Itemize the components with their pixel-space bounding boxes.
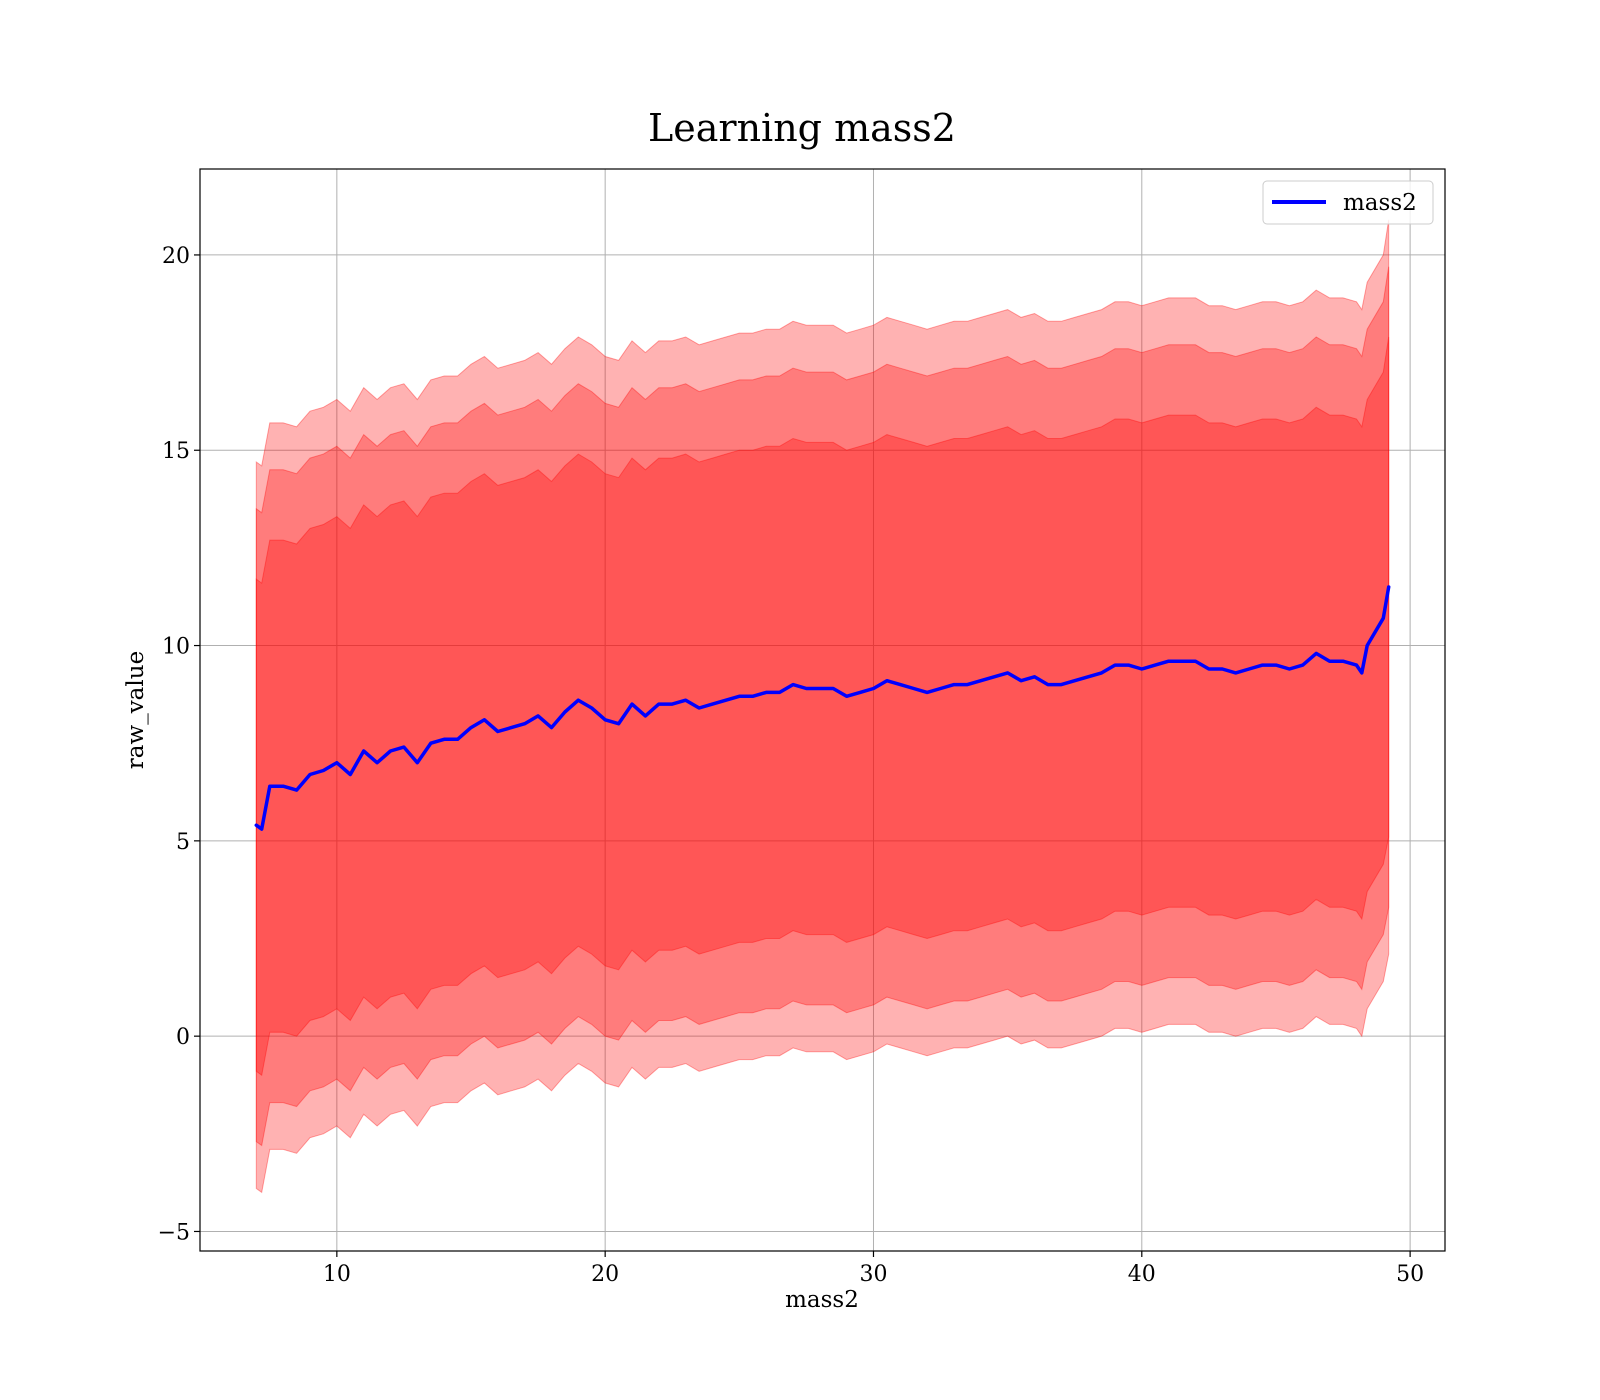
x-tick-label: 40 [1128,1262,1156,1287]
y-tick-label: 15 [162,439,190,464]
plot-frame [199,168,1446,1252]
legend-label: mass2 [1343,190,1417,216]
x-axis-label: mass2 [785,1287,859,1313]
y-axis-label: raw_value [123,651,149,769]
x-tick-label: 10 [323,1262,351,1287]
series-line-mass2 [254,585,1391,831]
x-tick-label: 20 [591,1262,619,1287]
legend-box [1262,180,1434,225]
y-tick-label: 20 [162,244,190,269]
x-tick-label: 30 [859,1262,887,1287]
chart-title: Learning mass2 [648,106,956,150]
y-tick-label: 5 [176,830,190,855]
y-tick-label: −5 [158,1220,190,1245]
grid [200,169,1445,1251]
legend: mass2 [1262,180,1434,225]
bands [255,219,1390,1194]
series [254,585,1391,831]
y-tick-label: 10 [162,635,190,660]
y-tick-label: 0 [176,1025,190,1050]
confidence-band [255,336,1390,1077]
confidence-band [255,266,1390,1147]
x-tick-label: 50 [1396,1262,1424,1287]
x-ticks: 10 20 30 40 50 [323,1251,1424,1287]
confidence-band [255,219,1390,1194]
y-ticks: −5 0 5 10 15 20 [158,244,200,1245]
